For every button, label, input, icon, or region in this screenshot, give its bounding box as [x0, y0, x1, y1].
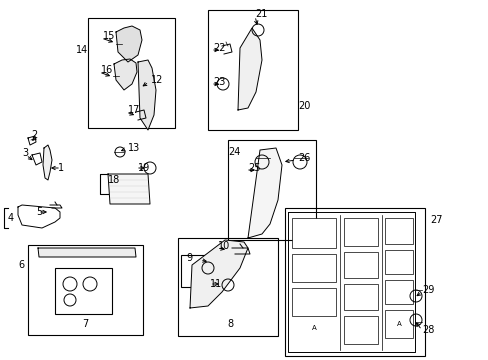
Bar [88, 18, 175, 128]
Bar [384, 280, 412, 304]
Bar [343, 218, 377, 246]
Bar [343, 284, 377, 310]
Text: 1: 1 [58, 163, 64, 173]
Bar [55, 268, 112, 314]
Bar [384, 310, 412, 338]
Text: 12: 12 [151, 75, 163, 85]
Text: 27: 27 [429, 215, 442, 225]
Bar [384, 250, 412, 274]
Polygon shape [114, 59, 137, 90]
Bar [227, 140, 315, 240]
Polygon shape [190, 240, 247, 308]
Text: 11: 11 [209, 279, 222, 289]
Text: 22: 22 [213, 43, 225, 53]
Text: 16: 16 [101, 65, 113, 75]
Text: 15: 15 [103, 31, 115, 41]
Text: 29: 29 [421, 285, 433, 295]
Text: 9: 9 [185, 253, 192, 263]
Bar [384, 218, 412, 244]
Text: 17: 17 [128, 105, 140, 115]
Text: A: A [396, 321, 401, 327]
Text: 2: 2 [32, 130, 38, 140]
Text: 20: 20 [297, 101, 310, 111]
Bar [178, 238, 278, 336]
Text: 10: 10 [218, 241, 230, 251]
Bar [291, 218, 335, 248]
Text: 28: 28 [421, 325, 433, 335]
Polygon shape [247, 148, 282, 238]
Text: 6: 6 [18, 260, 24, 270]
Text: 19: 19 [138, 163, 150, 173]
Text: 23: 23 [213, 77, 225, 87]
Text: 5: 5 [36, 207, 42, 217]
Text: A: A [311, 325, 316, 331]
Text: 24: 24 [227, 147, 240, 157]
Bar [28, 245, 142, 335]
Text: 18: 18 [108, 175, 120, 185]
Text: 3: 3 [22, 148, 28, 158]
Text: 7: 7 [81, 319, 88, 329]
Text: 13: 13 [128, 143, 140, 153]
Bar [343, 316, 377, 344]
Polygon shape [116, 26, 142, 62]
Text: 21: 21 [254, 9, 267, 19]
Bar [207, 10, 297, 130]
Text: 8: 8 [226, 319, 233, 329]
Polygon shape [138, 60, 156, 130]
Text: 25: 25 [247, 163, 260, 173]
Text: 26: 26 [297, 153, 310, 163]
Text: 4: 4 [8, 213, 14, 223]
Bar [291, 288, 335, 316]
Polygon shape [108, 174, 150, 204]
Polygon shape [38, 248, 136, 257]
Bar [343, 252, 377, 278]
Text: 14: 14 [76, 45, 88, 55]
Bar [285, 208, 424, 356]
Polygon shape [43, 145, 52, 180]
Bar [181, 255, 223, 287]
Bar [291, 254, 335, 282]
Polygon shape [238, 28, 262, 110]
